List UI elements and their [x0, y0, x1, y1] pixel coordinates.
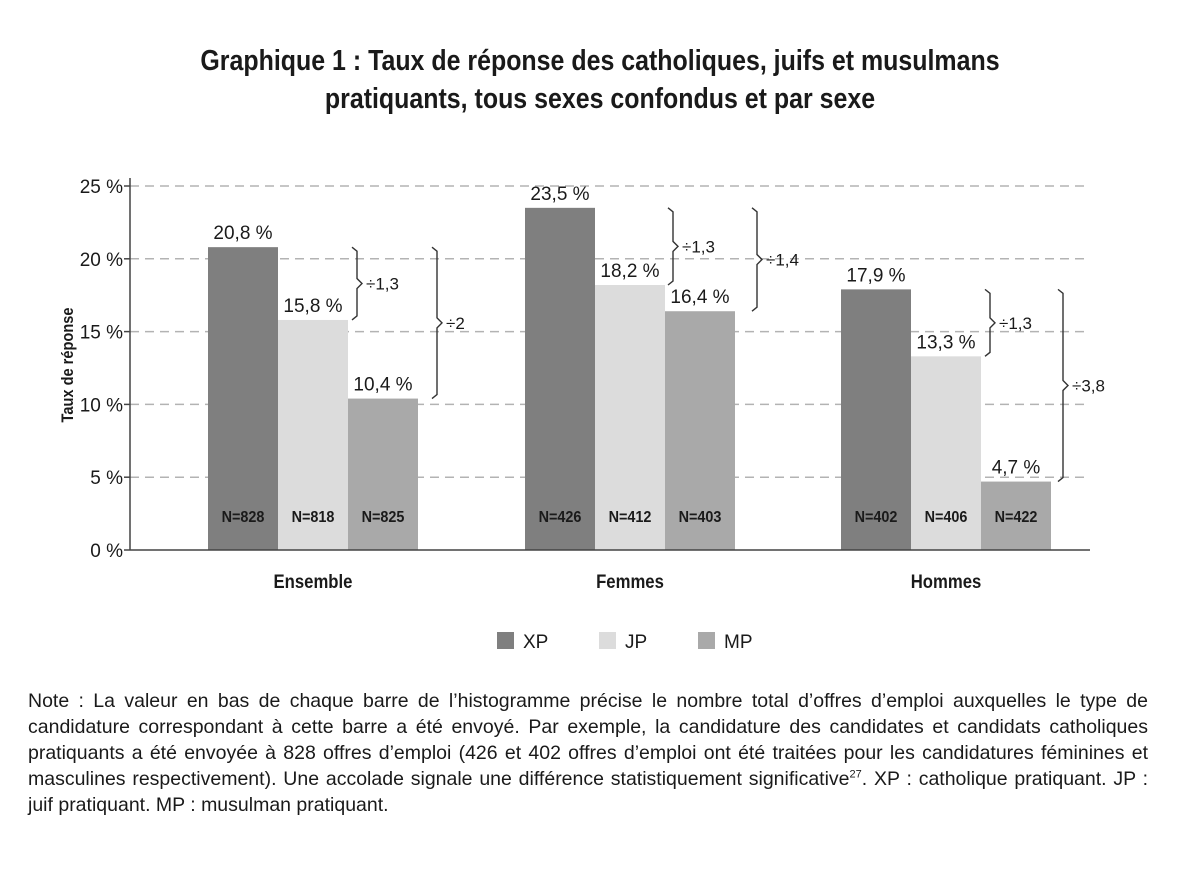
y-tick-label: 10 % — [80, 395, 123, 416]
brace — [667, 207, 679, 286]
bar-value-label: 16,4 % — [670, 287, 729, 308]
brace-label: ÷1,3 — [366, 275, 399, 294]
bar — [981, 481, 1051, 550]
note-text: Note : La valeur en bas de chaque barre … — [28, 690, 1148, 790]
brace — [431, 246, 443, 400]
brace-label: ÷2 — [446, 314, 465, 333]
bar-value-label: 13,3 % — [916, 332, 975, 353]
category-label: Hommes — [911, 571, 982, 592]
bar-n-label: N=818 — [292, 508, 335, 526]
legend-label: JP — [625, 632, 647, 653]
bar — [278, 319, 348, 550]
legend-swatch — [698, 632, 715, 649]
bar-n-label: N=828 — [222, 508, 265, 526]
y-tick-label: 15 % — [80, 323, 123, 344]
brace — [984, 288, 996, 357]
brace-label: ÷1,3 — [999, 314, 1032, 333]
y-axis-label: Taux de réponse — [59, 307, 77, 422]
legend-label: XP — [523, 632, 548, 653]
bar — [665, 311, 735, 550]
brace-label: ÷3,8 — [1072, 376, 1105, 395]
y-tick-label: 0 % — [90, 541, 123, 562]
category-label: Femmes — [596, 571, 664, 592]
bar-value-label: 15,8 % — [283, 296, 342, 317]
bar — [348, 398, 418, 550]
brace-label: ÷1,4 — [766, 251, 799, 270]
bar-value-label: 17,9 % — [846, 265, 905, 286]
significance-braces: ÷1,3 ÷2 ÷1,3 ÷1,4 ÷1,3 ÷3,8 — [351, 207, 1105, 483]
bar-n-label: N=406 — [925, 508, 968, 526]
bar-n-label: N=412 — [609, 508, 652, 526]
bar-value-label: 20,8 % — [213, 223, 272, 244]
brace — [1057, 288, 1069, 483]
y-tick-label: 20 % — [80, 250, 123, 271]
bar — [525, 207, 595, 550]
brace — [351, 246, 363, 321]
chart-title: Graphique 1 : Taux de réponse des cathol… — [84, 42, 1116, 118]
bar — [208, 247, 278, 551]
bar-n-label: N=422 — [995, 508, 1038, 526]
bar-value-label: 23,5 % — [530, 184, 589, 205]
bars: 20,8 % N=828 15,8 % N=818 10,4 % N=825 23,5 % N… — [208, 184, 1051, 551]
bar-n-label: N=402 — [855, 508, 898, 526]
chart-title-line-2: pratiquants, tous sexes confondus et par… — [324, 83, 876, 115]
bar-value-label: 18,2 % — [600, 261, 659, 282]
footnote-ref: 27 — [849, 768, 862, 781]
category-label: Ensemble — [274, 571, 353, 592]
note-text-end: . XP : catholique pratiquant. JP : juif … — [28, 768, 1148, 816]
axes: 0 % 5 % 10 % 15 % 20 % 25 % Taux de réponse Ens… — [59, 177, 1090, 592]
bar-n-label: N=825 — [362, 508, 405, 526]
y-tick-label: 5 % — [90, 468, 123, 489]
y-tick-label: 25 % — [80, 177, 123, 198]
bar-value-label: 10,4 % — [353, 375, 412, 396]
legend-swatch — [599, 632, 616, 649]
bar-value-label: 4,7 % — [992, 458, 1041, 479]
chart-title-line-1: Graphique 1 : Taux de réponse des cathol… — [200, 45, 1000, 77]
chart-note: Note : La valeur en bas de chaque barre … — [28, 688, 1148, 818]
bar-n-label: N=403 — [679, 508, 722, 526]
legend-swatch — [497, 632, 514, 649]
bar — [911, 356, 981, 550]
legend: XP JP MP — [497, 632, 753, 653]
brace — [751, 207, 763, 312]
bar — [841, 289, 911, 550]
bar — [595, 285, 665, 550]
legend-label: MP — [724, 632, 753, 653]
brace-label: ÷1,3 — [682, 237, 715, 256]
bar-n-label: N=426 — [539, 508, 582, 526]
